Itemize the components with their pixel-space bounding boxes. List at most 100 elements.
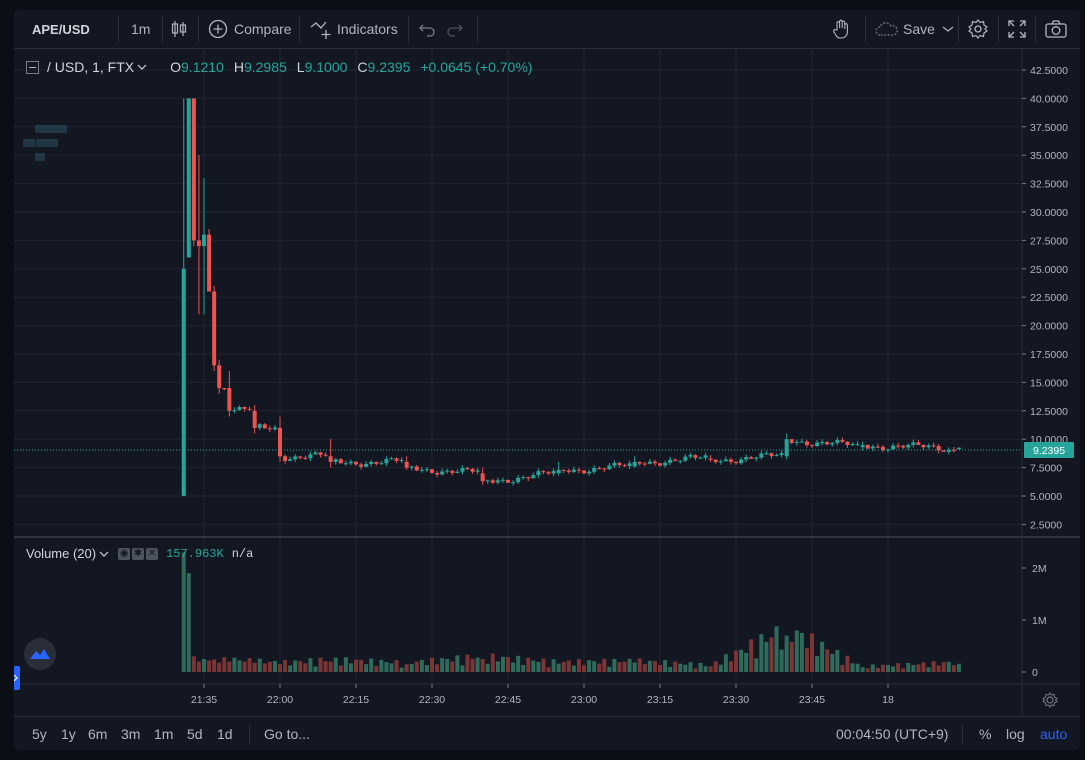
candle-body xyxy=(318,452,323,455)
separator xyxy=(1035,16,1036,42)
candle-body xyxy=(222,388,227,390)
volume-bar xyxy=(485,663,490,672)
candle-body xyxy=(703,455,708,458)
volume-bar xyxy=(880,664,885,672)
candle-body xyxy=(637,461,642,464)
volume-bar xyxy=(627,658,632,672)
volume-bar xyxy=(769,637,774,672)
range-3m[interactable]: 3m xyxy=(121,717,140,750)
drag-mode-button[interactable] xyxy=(832,10,852,48)
percent-toggle[interactable]: % xyxy=(979,717,991,750)
screenshot-button[interactable] xyxy=(1044,10,1068,48)
candle-body xyxy=(663,462,668,466)
fullscreen-button[interactable] xyxy=(1007,10,1027,48)
gear-icon[interactable]: ✱ xyxy=(132,547,145,560)
chart-area[interactable]: 42.5000 40.0000 37.5000 35.0000 32.5000 30.00… xyxy=(14,48,1080,716)
auto-label: auto xyxy=(1040,726,1068,742)
candle-body xyxy=(232,410,237,412)
candle-body xyxy=(875,446,880,448)
volume-bar xyxy=(475,657,480,672)
close-icon[interactable]: ✕ xyxy=(146,547,159,560)
candle-body xyxy=(414,466,419,471)
legend-title[interactable]: / USD, 1, FTX xyxy=(47,59,135,75)
volume-title[interactable]: Volume (20) xyxy=(26,546,97,561)
volume-bar xyxy=(739,649,744,672)
range-1y[interactable]: 1y xyxy=(61,717,76,750)
candle-body xyxy=(364,464,369,467)
goto-button[interactable]: Go to... xyxy=(264,717,310,750)
candle-body xyxy=(541,471,546,473)
chevron-down-icon xyxy=(942,26,954,32)
collapse-icon[interactable] xyxy=(26,60,39,74)
volume-ma-value: n/a xyxy=(231,546,254,561)
candle-body xyxy=(500,479,505,481)
volume-bar xyxy=(242,661,247,672)
logo-badge[interactable] xyxy=(24,638,56,670)
volume-bar xyxy=(678,663,683,672)
log-toggle[interactable]: log xyxy=(1006,717,1025,750)
candle-body xyxy=(688,455,693,457)
settings-button[interactable] xyxy=(967,10,989,48)
candle-body xyxy=(678,460,683,462)
auto-toggle[interactable]: auto xyxy=(1040,717,1067,750)
candle-body xyxy=(516,477,521,483)
price-tick-label: 32.5000 xyxy=(1030,179,1068,191)
volume-bar xyxy=(257,658,262,672)
volume-bar xyxy=(693,668,698,672)
hand-icon xyxy=(833,19,848,39)
interval-button[interactable]: 1m xyxy=(131,10,150,48)
indicators-button[interactable]: Indicators xyxy=(310,10,398,48)
current-price-label: 9.2395 xyxy=(1033,445,1065,457)
range-5d[interactable]: 5d xyxy=(187,717,203,750)
chevron-down-icon xyxy=(137,64,147,70)
eye-icon[interactable]: ◉ xyxy=(118,547,131,560)
candle-style-button[interactable] xyxy=(170,10,188,48)
range-1d[interactable]: 1d xyxy=(217,717,233,750)
range-5y[interactable]: 5y xyxy=(32,717,47,750)
candle-body xyxy=(419,469,424,471)
volume-bar xyxy=(840,664,845,672)
volume-bar xyxy=(926,667,931,672)
compare-button[interactable]: Compare xyxy=(207,10,292,48)
candle-body xyxy=(622,465,627,467)
volume-bar xyxy=(891,666,896,672)
time-axis[interactable]: 21:35 22:00 22:15 22:30 22:45 23:00 23:15 23:30… xyxy=(191,684,894,706)
volume-bar xyxy=(652,661,657,672)
symbol-label: APE/USD xyxy=(32,21,90,37)
volume-bar xyxy=(283,659,288,672)
volume-bar xyxy=(597,663,602,672)
candle-body xyxy=(642,463,647,465)
candle-body xyxy=(196,240,201,247)
candle-body xyxy=(465,468,470,470)
save-button[interactable]: Save xyxy=(874,10,955,48)
volume-bar xyxy=(789,641,794,672)
sidebar-toggle[interactable] xyxy=(14,666,20,690)
toolbar-placeholder xyxy=(23,125,67,161)
symbol-search-button[interactable]: APE/USD xyxy=(32,10,90,48)
candle-body xyxy=(354,461,358,465)
volume-bar xyxy=(293,660,298,672)
candle-body xyxy=(855,443,860,445)
close-value: 9.2395 xyxy=(367,59,411,75)
volume-bar xyxy=(683,664,688,672)
volume-bar xyxy=(288,665,293,672)
price-axis[interactable]: 42.5000 40.0000 37.5000 35.0000 32.5000 30.00… xyxy=(1022,65,1068,531)
axis-settings-icon[interactable] xyxy=(1042,692,1058,708)
volume-bar xyxy=(531,660,536,672)
candle-body xyxy=(191,98,196,241)
volume-bar xyxy=(637,658,642,672)
timezone-button[interactable]: 00:04:50 (UTC+9) xyxy=(836,717,948,750)
candle-body xyxy=(526,477,531,479)
candle-body xyxy=(815,442,820,446)
range-6m[interactable]: 6m xyxy=(88,717,107,750)
undo-button[interactable] xyxy=(418,10,436,48)
range-1m[interactable]: 1m xyxy=(154,717,173,750)
volume-bar xyxy=(784,635,789,672)
redo-button[interactable] xyxy=(446,10,464,48)
volume-bar xyxy=(450,661,455,672)
volume-bar xyxy=(202,659,206,672)
volume-bar xyxy=(734,650,738,672)
range-label: 6m xyxy=(88,726,108,742)
time-tick-label: 18 xyxy=(882,694,894,706)
candle-body xyxy=(931,445,936,447)
